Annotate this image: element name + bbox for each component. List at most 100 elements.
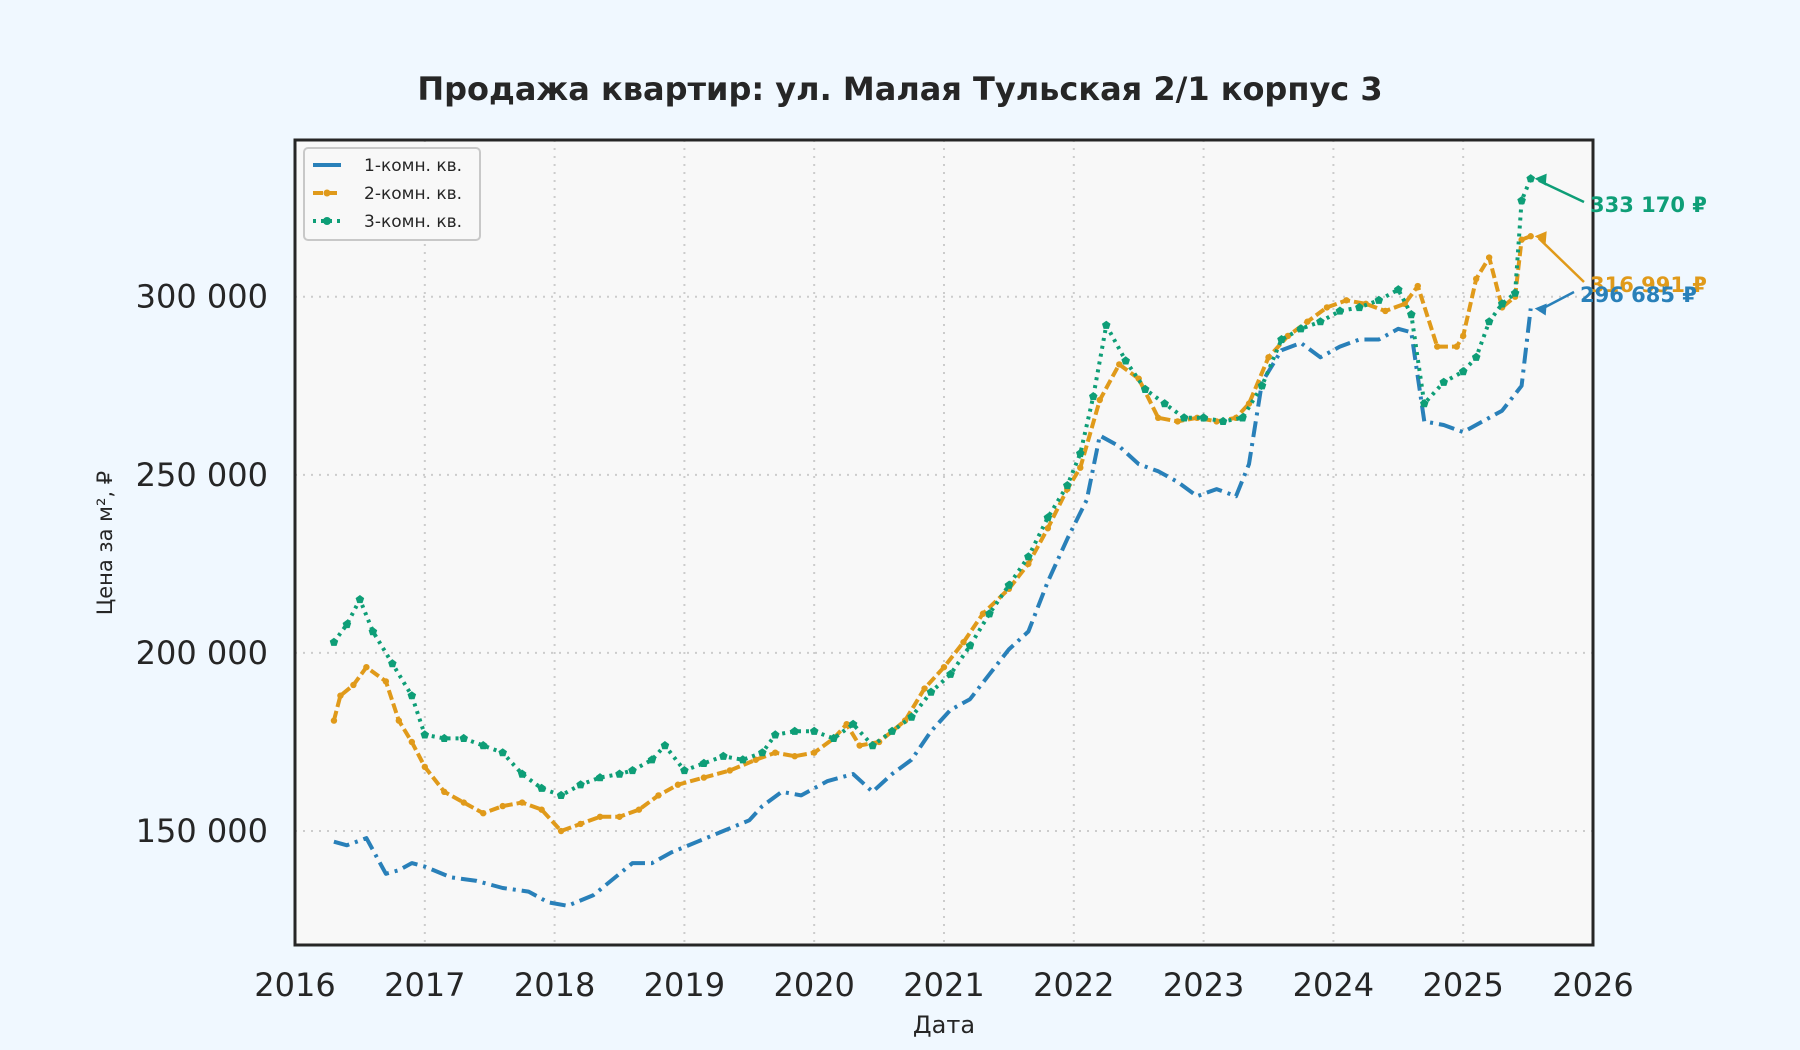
x-tick-label: 2016 — [254, 966, 335, 1004]
series-2-marker — [616, 813, 623, 820]
series-2-marker — [979, 610, 987, 617]
series-3-marker — [1484, 317, 1494, 326]
series-2-marker — [1343, 297, 1350, 304]
series-3-marker — [1439, 377, 1448, 386]
series-3-marker — [478, 741, 488, 750]
series-3-marker — [771, 730, 780, 739]
series-3-marker — [342, 619, 352, 629]
series-3-marker — [985, 609, 994, 618]
series-3-marker — [498, 748, 507, 757]
series-3-marker — [1355, 302, 1364, 312]
x-tick-label: 2017 — [384, 966, 465, 1004]
series-2-marker — [1044, 525, 1052, 532]
series-2-marker — [811, 749, 818, 756]
y-tick-label: 150 000 — [136, 812, 268, 850]
series-2-marker — [1382, 307, 1389, 315]
series-3-marker — [1160, 399, 1169, 408]
grid-lines — [294, 140, 1594, 945]
x-tick-label: 2025 — [1422, 966, 1503, 1004]
x-axis-ticks: 2016 2017 2018 2019 2020 2021 2022 2023 2024 2025… — [254, 966, 1633, 1004]
x-tick-label: 2023 — [1163, 966, 1244, 1004]
series-2-marker — [791, 753, 798, 760]
series-3-marker — [829, 733, 838, 742]
series-3-marker — [1199, 413, 1208, 422]
series-lines — [329, 174, 1535, 908]
series-2-marker — [940, 663, 948, 671]
annotation-label: 296 685 ₽ — [1580, 283, 1697, 307]
series-3-marker — [1218, 416, 1228, 425]
series-2-marker — [518, 799, 526, 806]
annotation-arrowhead — [1534, 173, 1547, 186]
series-2-marker — [499, 802, 506, 810]
x-tick-label: 2024 — [1293, 966, 1374, 1004]
series-2-marker — [1518, 236, 1525, 243]
series-3-marker — [388, 659, 397, 668]
series-3-marker — [1394, 285, 1403, 294]
annotation-label: 316 991 ₽ — [1590, 273, 1707, 297]
series-3-marker — [660, 741, 670, 750]
series-2-marker — [460, 799, 467, 806]
series-3-marker — [329, 637, 339, 646]
y-axis-label: Цена за м², ₽ — [93, 471, 117, 615]
series-2-marker — [1414, 282, 1421, 290]
series-3-marker — [946, 669, 955, 678]
series-2-marker — [1401, 300, 1408, 308]
annotation-arrowhead — [1534, 231, 1547, 244]
series-3-marker — [868, 741, 877, 750]
series-2-marker — [577, 820, 584, 828]
series-2-marker — [441, 788, 448, 796]
series-3-marker — [1024, 552, 1033, 561]
series-3-marker — [1335, 306, 1345, 315]
legend-marker-2 — [323, 189, 331, 197]
series-3-marker — [758, 748, 767, 757]
series-2-marker — [421, 763, 428, 771]
series-2-marker — [395, 717, 403, 724]
series-2-marker — [363, 663, 370, 671]
x-tick-label: 2022 — [1033, 966, 1114, 1004]
legend-label-1: 1-комн. кв. — [364, 156, 462, 176]
x-tick-label: 2021 — [903, 966, 984, 1004]
series-2-marker — [635, 806, 643, 813]
x-tick-label: 2018 — [514, 966, 595, 1004]
series-2-marker — [1323, 304, 1331, 311]
plot-area — [295, 140, 1593, 945]
series-2-marker — [1174, 418, 1181, 425]
y-tick-label: 300 000 — [136, 278, 268, 316]
y-tick-label: 250 000 — [136, 456, 268, 494]
series-2-marker — [1304, 318, 1311, 325]
x-tick-label: 2026 — [1552, 966, 1633, 1004]
series-2-marker — [1284, 332, 1292, 340]
series-2-marker — [408, 738, 416, 746]
series-3-marker — [926, 687, 936, 696]
series-3-marker — [680, 766, 689, 775]
series-2-marker — [538, 806, 545, 813]
series-3-marker — [1238, 413, 1247, 422]
series-2-marker — [480, 810, 487, 817]
legend-marker-3 — [323, 217, 331, 225]
y-axis-ticks: 150 000 200 000 250 000 300 000 — [136, 278, 268, 850]
annotation-arrowhead — [1534, 303, 1547, 316]
series-3-marker — [647, 755, 657, 764]
chart-title: Продажа квартир: ул. Малая Тульская 2/1 … — [417, 70, 1382, 108]
series-2-marker — [726, 767, 734, 774]
x-axis-label: Дата — [913, 1011, 975, 1039]
annotation-label: 333 170 ₽ — [1590, 193, 1707, 217]
series-2-marker — [1077, 464, 1084, 471]
series-2-marker — [382, 678, 390, 685]
series-3-marker — [355, 595, 365, 604]
series-3-marker — [1407, 310, 1416, 319]
end-value-annotations: 333 170 ₽ 316 991 ₽296 685 ₽ — [1534, 173, 1707, 316]
series-line-1 — [333, 308, 1533, 908]
series-3-marker — [848, 719, 858, 728]
series-3-marker — [615, 769, 624, 778]
series-3-marker — [1420, 399, 1429, 408]
plot-frame — [293, 138, 1595, 947]
series-3-marker — [965, 641, 975, 650]
series-2-marker — [1265, 354, 1272, 361]
series-3-marker — [595, 773, 605, 782]
series-3-marker — [1316, 317, 1325, 326]
series-2-marker — [1527, 233, 1534, 240]
series-2-marker — [557, 827, 565, 835]
series-2-marker — [1472, 275, 1480, 283]
series-2-marker — [752, 756, 759, 763]
